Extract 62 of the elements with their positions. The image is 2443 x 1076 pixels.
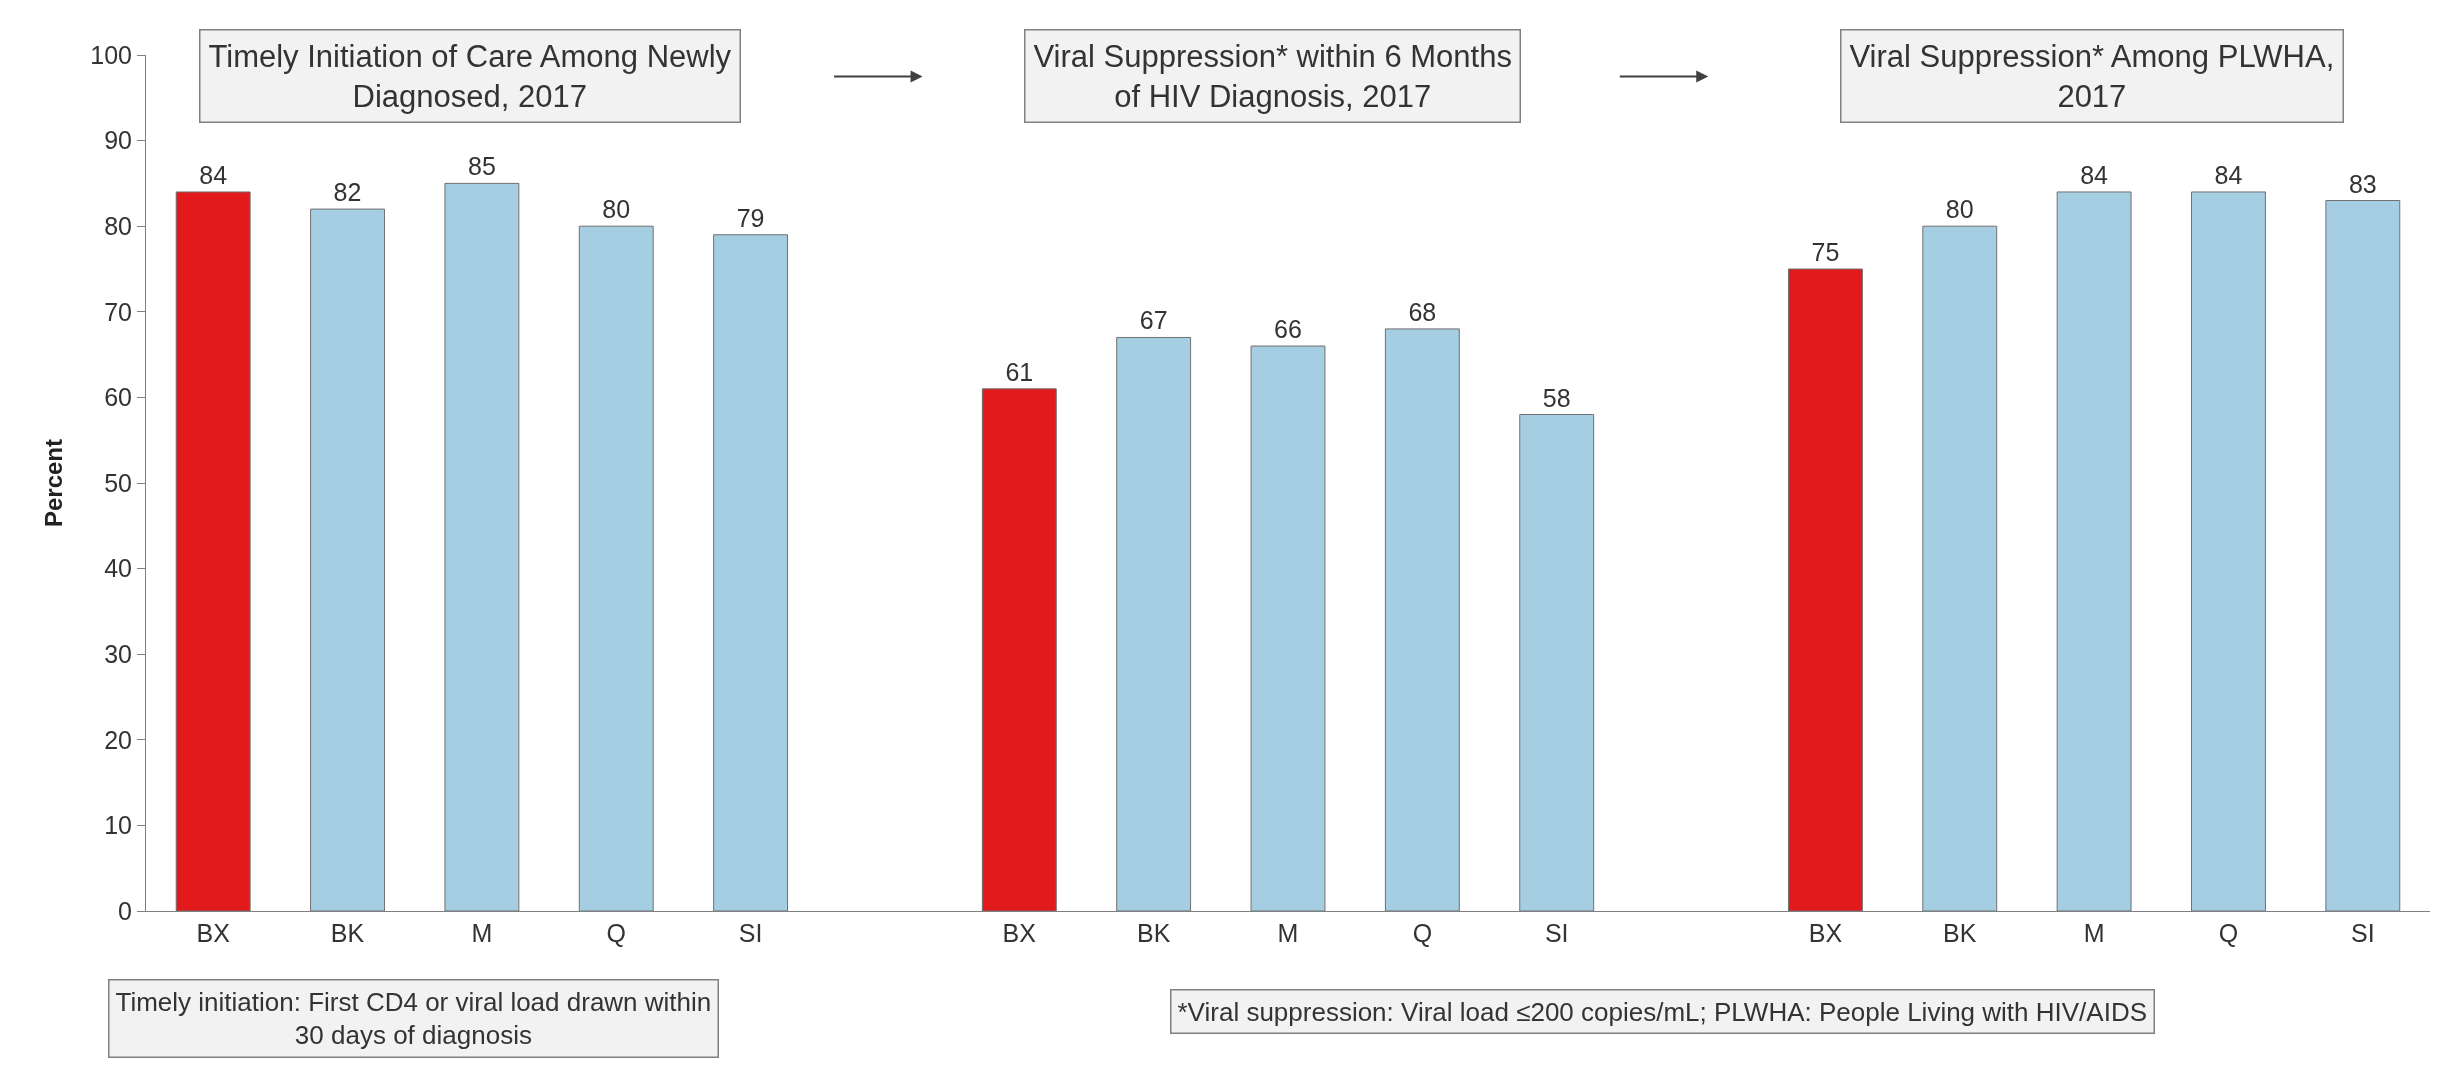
x-tick-label: M: [1277, 919, 1299, 947]
data-label: 68: [1408, 297, 1437, 326]
x-tick-label: BX: [1808, 919, 1843, 947]
x-tick-label: SI: [738, 919, 763, 947]
bar: [2056, 191, 2132, 911]
bar: [2325, 200, 2401, 911]
data-label: 85: [467, 152, 496, 181]
bar: [1787, 268, 1863, 911]
y-tick-label: 20: [104, 725, 132, 754]
y-tick-label: 40: [104, 554, 132, 583]
x-tick-label: BK: [1136, 919, 1171, 947]
y-tick-label: 0: [118, 896, 132, 925]
x-tick-label: BX: [1002, 919, 1037, 947]
data-label: 66: [1274, 315, 1302, 344]
bar: [1116, 336, 1192, 911]
x-tick-label: Q: [606, 919, 626, 947]
bar: [175, 191, 251, 911]
x-tick-label: M: [471, 919, 493, 947]
x-tick-label: SI: [1544, 919, 1569, 947]
data-label: 80: [1945, 195, 1974, 224]
y-tick-label: 10: [104, 811, 132, 840]
x-tick-label: Q: [1412, 919, 1433, 947]
bar: [2191, 191, 2266, 911]
data-label: 84: [199, 160, 228, 189]
y-tick-label: 70: [104, 297, 132, 326]
bar: [310, 208, 385, 911]
y-tick-label: 60: [104, 383, 132, 412]
bar: [713, 234, 789, 911]
data-label: 79: [736, 203, 765, 232]
data-label: 61: [1005, 357, 1034, 386]
y-axis-title: Percent: [40, 438, 68, 528]
data-label: 67: [1139, 306, 1168, 335]
bar: [1384, 328, 1460, 911]
x-tick-label: BX: [196, 919, 231, 947]
y-tick-label: 80: [104, 211, 132, 240]
x-tick-label: M: [2083, 919, 2105, 947]
data-label: 84: [2214, 160, 2243, 189]
text: *Viral suppression: Viral load ≤200 copies/mL; PLWHA: People Living with HIV/AIDS: [1177, 996, 2148, 1027]
data-label: 83: [2348, 169, 2377, 198]
y-tick-label: 90: [104, 126, 132, 155]
x-tick-label: BK: [1943, 919, 1977, 947]
annotation: Timely Initiation of Care Among Newly Diagnosed, 2017: [208, 38, 732, 114]
data-label: 80: [602, 195, 631, 224]
data-label: 58: [1542, 383, 1571, 412]
annotation: Viral Suppression* Among PLWHA, 2017: [1849, 38, 2335, 114]
data-label: 82: [333, 178, 362, 207]
bar: [444, 182, 520, 911]
x-tick-label: SI: [2351, 919, 2375, 947]
bar: [578, 225, 654, 911]
bar: [1922, 225, 1998, 911]
y-tick-label: 50: [104, 468, 132, 497]
annotation: Viral Suppression* within 6 Months of HIV Diagnosis, 2017: [1033, 38, 1512, 114]
x-tick-label: Q: [2218, 919, 2239, 947]
y-tick-label: 100: [90, 40, 132, 69]
x-tick-label: BK: [330, 919, 365, 947]
data-label: 84: [2080, 160, 2109, 189]
bar: [1519, 414, 1595, 911]
text: Timely initiation: First CD4 or viral load drawn within 30 days of diagnosis: [115, 986, 712, 1051]
bar: [1250, 345, 1326, 911]
y-tick-label: 30: [104, 639, 132, 668]
bar: [981, 388, 1057, 911]
data-label: 75: [1811, 238, 1840, 266]
